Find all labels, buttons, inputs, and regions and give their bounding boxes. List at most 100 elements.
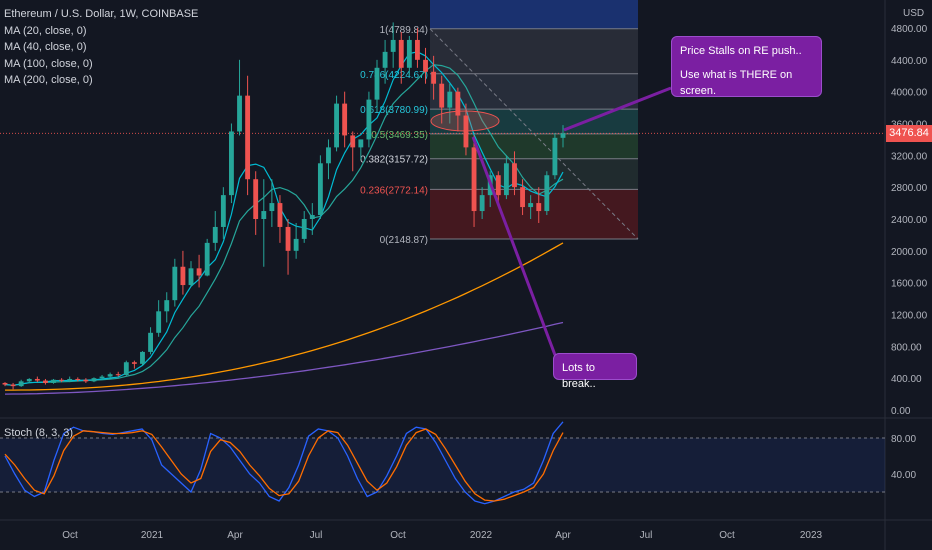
- candle-body: [560, 133, 566, 138]
- fib-zone: [430, 133, 638, 159]
- candle: [67, 376, 73, 383]
- candle-body: [220, 195, 226, 227]
- candle-body: [51, 379, 56, 383]
- callout-text: Lots to break..: [562, 362, 596, 390]
- candles[interactable]: [2, 22, 566, 390]
- candle: [99, 374, 105, 380]
- candle: [520, 179, 525, 216]
- candle: [326, 139, 331, 180]
- callout-arrow-top: [563, 86, 672, 132]
- candle: [26, 378, 32, 383]
- fib-level-label: 0.618(3780.99): [360, 105, 428, 116]
- candle-body: [471, 147, 477, 212]
- candle: [91, 377, 97, 383]
- candle: [83, 378, 89, 383]
- candle-body: [277, 203, 283, 227]
- candle: [115, 371, 121, 377]
- candle: [156, 300, 162, 337]
- symbol-title[interactable]: Ethereum / U.S. Dollar, 1W, COINBASE: [4, 8, 199, 20]
- legend-ma40[interactable]: MA (40, close, 0): [4, 41, 87, 53]
- x-tick-label: Apr: [227, 530, 243, 541]
- candle-body: [406, 39, 412, 68]
- fib-zone: [430, 28, 638, 74]
- candle: [544, 171, 550, 216]
- candle: [317, 155, 323, 219]
- y-tick-label: 2800.00: [891, 183, 928, 194]
- fib-level-label: 0.236(2772.14): [360, 185, 428, 196]
- candle: [34, 376, 40, 383]
- candle-body: [326, 147, 331, 164]
- candle: [536, 187, 542, 223]
- stoch-d-line: [4, 428, 564, 502]
- candle: [164, 292, 170, 323]
- fib-level-label: 0.382(3157.72): [360, 155, 428, 166]
- candle-body: [34, 378, 40, 381]
- candle-body: [544, 175, 550, 212]
- candle: [220, 187, 226, 239]
- candle-body: [358, 139, 364, 148]
- candle: [261, 179, 267, 267]
- stoch-tick-label: 40.00: [891, 470, 916, 481]
- candle-body: [415, 39, 420, 60]
- candle-body: [75, 378, 81, 380]
- legend-ma200[interactable]: MA (200, close, 0): [4, 74, 93, 86]
- candle: [334, 95, 339, 152]
- candle-body: [204, 242, 210, 276]
- candle-body: [18, 381, 24, 387]
- y-tick-label: 400.00: [891, 374, 922, 385]
- axes: 4800.004400.004000.003600.003200.002800.…: [62, 8, 927, 541]
- candle-body: [107, 374, 113, 377]
- stoch-band: [0, 438, 885, 492]
- fib-level-label: 0.786(4224.67): [360, 70, 428, 81]
- moving-averages: [4, 51, 564, 395]
- candle: [237, 59, 242, 136]
- callout-price-stalls[interactable]: Price Stalls on RE push.. Use what is TH…: [671, 36, 822, 97]
- candle: [309, 203, 315, 235]
- candle: [75, 377, 81, 382]
- candle-body: [10, 384, 16, 387]
- candle-body: [91, 378, 97, 382]
- candle: [366, 91, 372, 148]
- callout-line-2: Use what is THERE on screen.: [680, 69, 793, 97]
- candle-body: [520, 187, 525, 208]
- annotations[interactable]: [430, 86, 672, 356]
- candle: [512, 151, 517, 196]
- candle-body: [552, 137, 558, 176]
- candle: [439, 75, 445, 124]
- candle-body: [26, 378, 32, 382]
- legend-ma100[interactable]: MA (100, close, 0): [4, 57, 93, 70]
- candle-body: [342, 103, 348, 136]
- candle-body: [309, 215, 315, 219]
- fib-trendline: [429, 28, 639, 240]
- candle: [342, 91, 348, 148]
- x-tick-label: Jul: [310, 530, 323, 541]
- candle-body: [229, 131, 234, 196]
- candle-body: [382, 51, 388, 68]
- y-tick-label: 4000.00: [891, 88, 928, 99]
- stoch-legend[interactable]: Stoch (8, 3, 3): [4, 427, 74, 439]
- candle-body: [43, 380, 48, 383]
- candle: [374, 59, 380, 112]
- candle-body: [67, 378, 73, 381]
- candle-body: [172, 266, 178, 301]
- candle-body: [212, 226, 218, 243]
- candle-body: [431, 71, 437, 84]
- legend-ma20[interactable]: MA (20, close, 0): [4, 24, 87, 37]
- candle-body: [439, 83, 445, 108]
- x-tick-label: Oct: [62, 530, 78, 541]
- callout-line-1: Price Stalls on RE push..: [680, 45, 802, 57]
- candle-body: [148, 332, 153, 352]
- ma200-line: [4, 321, 564, 395]
- candle-body: [196, 268, 202, 276]
- callout-lots-to-break[interactable]: Lots to break..: [553, 353, 637, 390]
- y-tick-label: 0.00: [891, 406, 911, 417]
- candle-body: [261, 211, 267, 219]
- candle-body: [188, 268, 194, 286]
- candle-body: [503, 163, 509, 196]
- candle-body: [455, 91, 461, 116]
- candle: [229, 123, 234, 204]
- x-tick-label: Jul: [640, 530, 653, 541]
- ma100-line: [5, 242, 564, 391]
- candle: [43, 378, 48, 385]
